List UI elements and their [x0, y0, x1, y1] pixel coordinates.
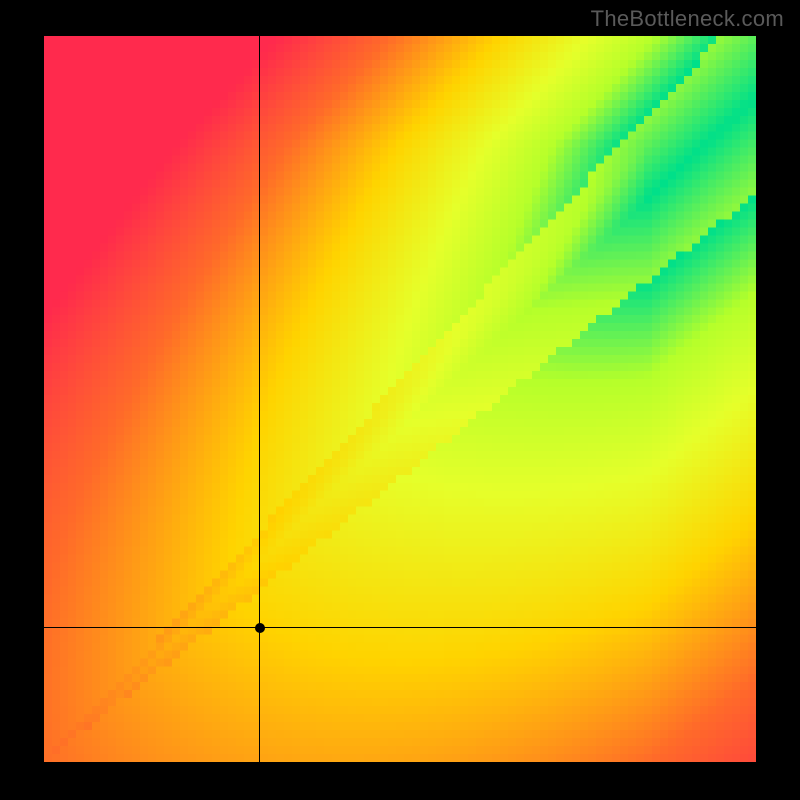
crosshair-horizontal: [44, 627, 756, 628]
crosshair-vertical: [259, 36, 260, 762]
marker-dot: [255, 623, 265, 633]
heatmap-plot: [44, 36, 756, 762]
heatmap-canvas: [44, 36, 756, 762]
watermark-text: TheBottleneck.com: [591, 6, 784, 32]
